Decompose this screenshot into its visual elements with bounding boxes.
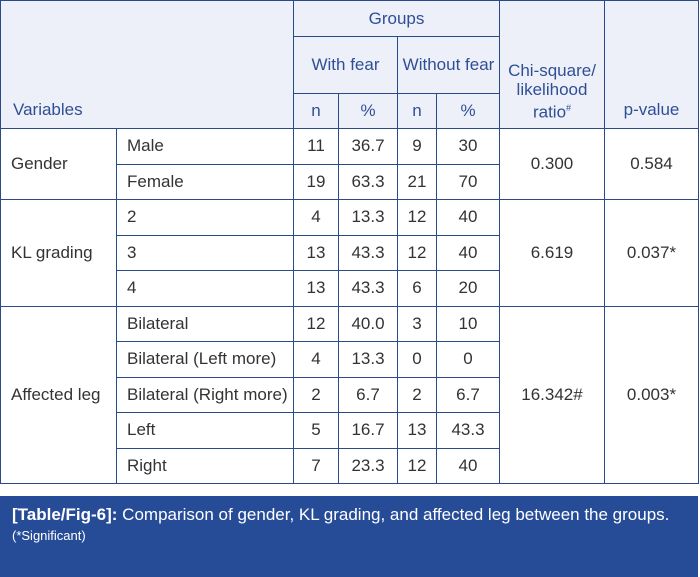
p-value-header: p-value bbox=[604, 0, 699, 129]
level-cell: Female bbox=[116, 163, 294, 200]
without-fear-n: 2 bbox=[397, 376, 437, 413]
without-fear-percent: 20 bbox=[436, 270, 500, 307]
p-value-cell: 0.584 bbox=[604, 128, 699, 200]
with-fear-n: 2 bbox=[293, 376, 339, 413]
without-fear-percent: 40 bbox=[436, 447, 500, 484]
without-fear-n: 9 bbox=[397, 128, 437, 165]
level-cell: Bilateral bbox=[116, 305, 294, 342]
table-row: Bilateral (Left more) 4 13.3 0 0 bbox=[1, 341, 699, 378]
with-fear-n: 5 bbox=[293, 412, 339, 449]
table-row: Bilateral (Right more) 2 6.7 2 6.7 bbox=[1, 376, 699, 413]
with-fear-n: 13 bbox=[293, 270, 339, 307]
chi-square-cell: 16.342# bbox=[499, 305, 605, 484]
with-fear-percent: 23.3 bbox=[338, 447, 398, 484]
without-fear-n: 0 bbox=[397, 341, 437, 378]
with-fear-percent: 40.0 bbox=[338, 305, 398, 342]
level-cell: Male bbox=[116, 128, 294, 165]
level-cell: Right bbox=[116, 447, 294, 484]
caption-label: [Table/Fig-6]: bbox=[12, 505, 118, 524]
with-fear-percent: 6.7 bbox=[338, 376, 398, 413]
table-row: Affected leg Bilateral 12 40.0 3 10 16.342# 0.0… bbox=[0, 305, 699, 484]
groups-header: Groups bbox=[293, 0, 500, 37]
p-value-cell: 0.037* bbox=[604, 199, 699, 307]
chi-square-cell: 6.619 bbox=[499, 199, 605, 307]
with-fear-n: 4 bbox=[293, 199, 339, 236]
n-header: n bbox=[293, 93, 339, 129]
without-fear-percent: 40 bbox=[436, 199, 500, 236]
variables-header: Variables bbox=[0, 0, 294, 129]
with-fear-n: 11 bbox=[293, 128, 339, 165]
variable-cell: Affected leg bbox=[0, 305, 117, 484]
with-fear-percent: 43.3 bbox=[338, 234, 398, 271]
without-fear-n: 6 bbox=[397, 270, 437, 307]
level-cell: 3 bbox=[116, 234, 294, 271]
without-fear-n: 12 bbox=[397, 234, 437, 271]
table-row: Right 7 23.3 12 40 bbox=[1, 447, 699, 484]
table-row: Female 19 63.3 21 70 bbox=[1, 163, 699, 200]
without-fear-percent: 10 bbox=[436, 305, 500, 342]
without-fear-percent: 70 bbox=[436, 163, 500, 200]
without-fear-n: 12 bbox=[397, 199, 437, 236]
without-fear-header: Without fear bbox=[397, 36, 500, 94]
table-row: 4 13 43.3 6 20 bbox=[1, 270, 699, 307]
chi-square-header: Chi-square/ likelihood ratio# bbox=[499, 0, 605, 129]
without-fear-n: 3 bbox=[397, 305, 437, 342]
with-fear-percent: 13.3 bbox=[338, 199, 398, 236]
with-fear-percent: 16.7 bbox=[338, 412, 398, 449]
table-row: KL grading 2 4 13.3 12 40 6.619 0.037* bbox=[0, 199, 699, 307]
without-fear-percent: 43.3 bbox=[436, 412, 500, 449]
table-row: 3 13 43.3 12 40 bbox=[1, 234, 699, 271]
with-fear-header: With fear bbox=[293, 36, 398, 94]
level-cell: 2 bbox=[116, 199, 294, 236]
level-cell: 4 bbox=[116, 270, 294, 307]
with-fear-percent: 13.3 bbox=[338, 341, 398, 378]
table-row: Left 5 16.7 13 43.3 bbox=[1, 412, 699, 449]
percent-header: % bbox=[338, 93, 398, 129]
without-fear-percent: 0 bbox=[436, 341, 500, 378]
without-fear-n: 13 bbox=[397, 412, 437, 449]
level-cell: Left bbox=[116, 412, 294, 449]
with-fear-n: 7 bbox=[293, 447, 339, 484]
comparison-table: Variables Groups Chi-square/ likelihood … bbox=[0, 0, 699, 484]
table-caption: [Table/Fig-6]: Comparison of gender, KL … bbox=[0, 496, 698, 577]
without-fear-percent: 40 bbox=[436, 234, 500, 271]
without-fear-n: 21 bbox=[397, 163, 437, 200]
variable-cell: KL grading bbox=[0, 199, 117, 307]
with-fear-n: 12 bbox=[293, 305, 339, 342]
with-fear-n: 4 bbox=[293, 341, 339, 378]
with-fear-percent: 43.3 bbox=[338, 270, 398, 307]
with-fear-percent: 63.3 bbox=[338, 163, 398, 200]
level-cell: Bilateral (Left more) bbox=[116, 341, 294, 378]
chi-square-cell: 0.300 bbox=[499, 128, 605, 200]
with-fear-n: 19 bbox=[293, 163, 339, 200]
caption-note: (*Significant) bbox=[12, 528, 86, 543]
with-fear-percent: 36.7 bbox=[338, 128, 398, 165]
without-fear-percent: 30 bbox=[436, 128, 500, 165]
without-fear-percent: 6.7 bbox=[436, 376, 500, 413]
with-fear-n: 13 bbox=[293, 234, 339, 271]
n-header: n bbox=[397, 93, 437, 129]
p-value-cell: 0.003* bbox=[604, 305, 699, 484]
table-row: Gender Male 11 36.7 9 30 0.300 0.584 bbox=[0, 128, 699, 200]
variable-cell: Gender bbox=[0, 128, 117, 200]
level-cell: Bilateral (Right more) bbox=[116, 376, 294, 413]
without-fear-n: 12 bbox=[397, 447, 437, 484]
percent-header: % bbox=[436, 93, 500, 129]
caption-text: Comparison of gender, KL grading, and af… bbox=[117, 505, 670, 524]
